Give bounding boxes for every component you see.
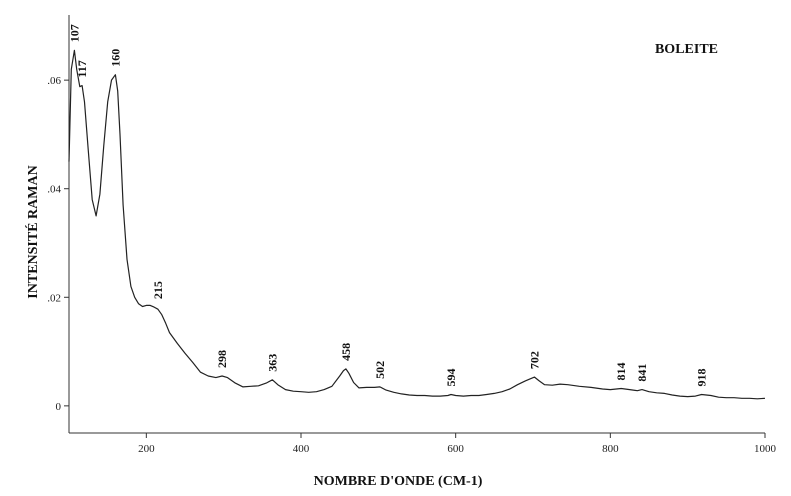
x-tick-label: 1000 [754, 443, 777, 455]
peak-label-215: 215 [151, 281, 165, 299]
y-axis-ticks: 0 .02 .04 .06 [47, 75, 69, 413]
y-tick-label: .06 [47, 75, 61, 87]
x-tick-label: 600 [447, 443, 464, 455]
peak-label-160: 160 [108, 49, 122, 67]
sample-label: BOLEITE [655, 42, 718, 57]
peak-label-298: 298 [215, 350, 229, 368]
y-axis-title: INTENSITÉ RAMAN [24, 165, 41, 298]
peak-label-918: 918 [695, 369, 709, 387]
spectrum-line [68, 49, 766, 400]
x-axis-title: NOMBRE D'ONDE (CM-1) [314, 474, 483, 489]
x-axis-ticks: 200 400 600 800 1000 [138, 433, 777, 455]
peak-label-814: 814 [614, 363, 628, 381]
y-tick-label: 0 [56, 401, 62, 413]
peak-label-363: 363 [265, 354, 279, 372]
y-tick-label: .02 [47, 292, 61, 304]
peak-label-502: 502 [373, 361, 387, 379]
x-tick-label: 200 [138, 443, 155, 455]
peak-label-841: 841 [635, 364, 649, 382]
peak-label-458: 458 [339, 343, 353, 361]
x-tick-label: 400 [293, 443, 310, 455]
y-tick-label: .04 [47, 184, 61, 196]
x-tick-label: 800 [602, 443, 619, 455]
peak-labels: 107 117 160 215 298 363 458 502 594 702 814 841 918 [67, 24, 708, 386]
peak-label-594: 594 [444, 369, 458, 387]
peak-label-702: 702 [528, 351, 542, 369]
peak-label-117: 117 [75, 60, 89, 77]
axes [68, 15, 765, 434]
peak-label-107: 107 [67, 24, 81, 42]
